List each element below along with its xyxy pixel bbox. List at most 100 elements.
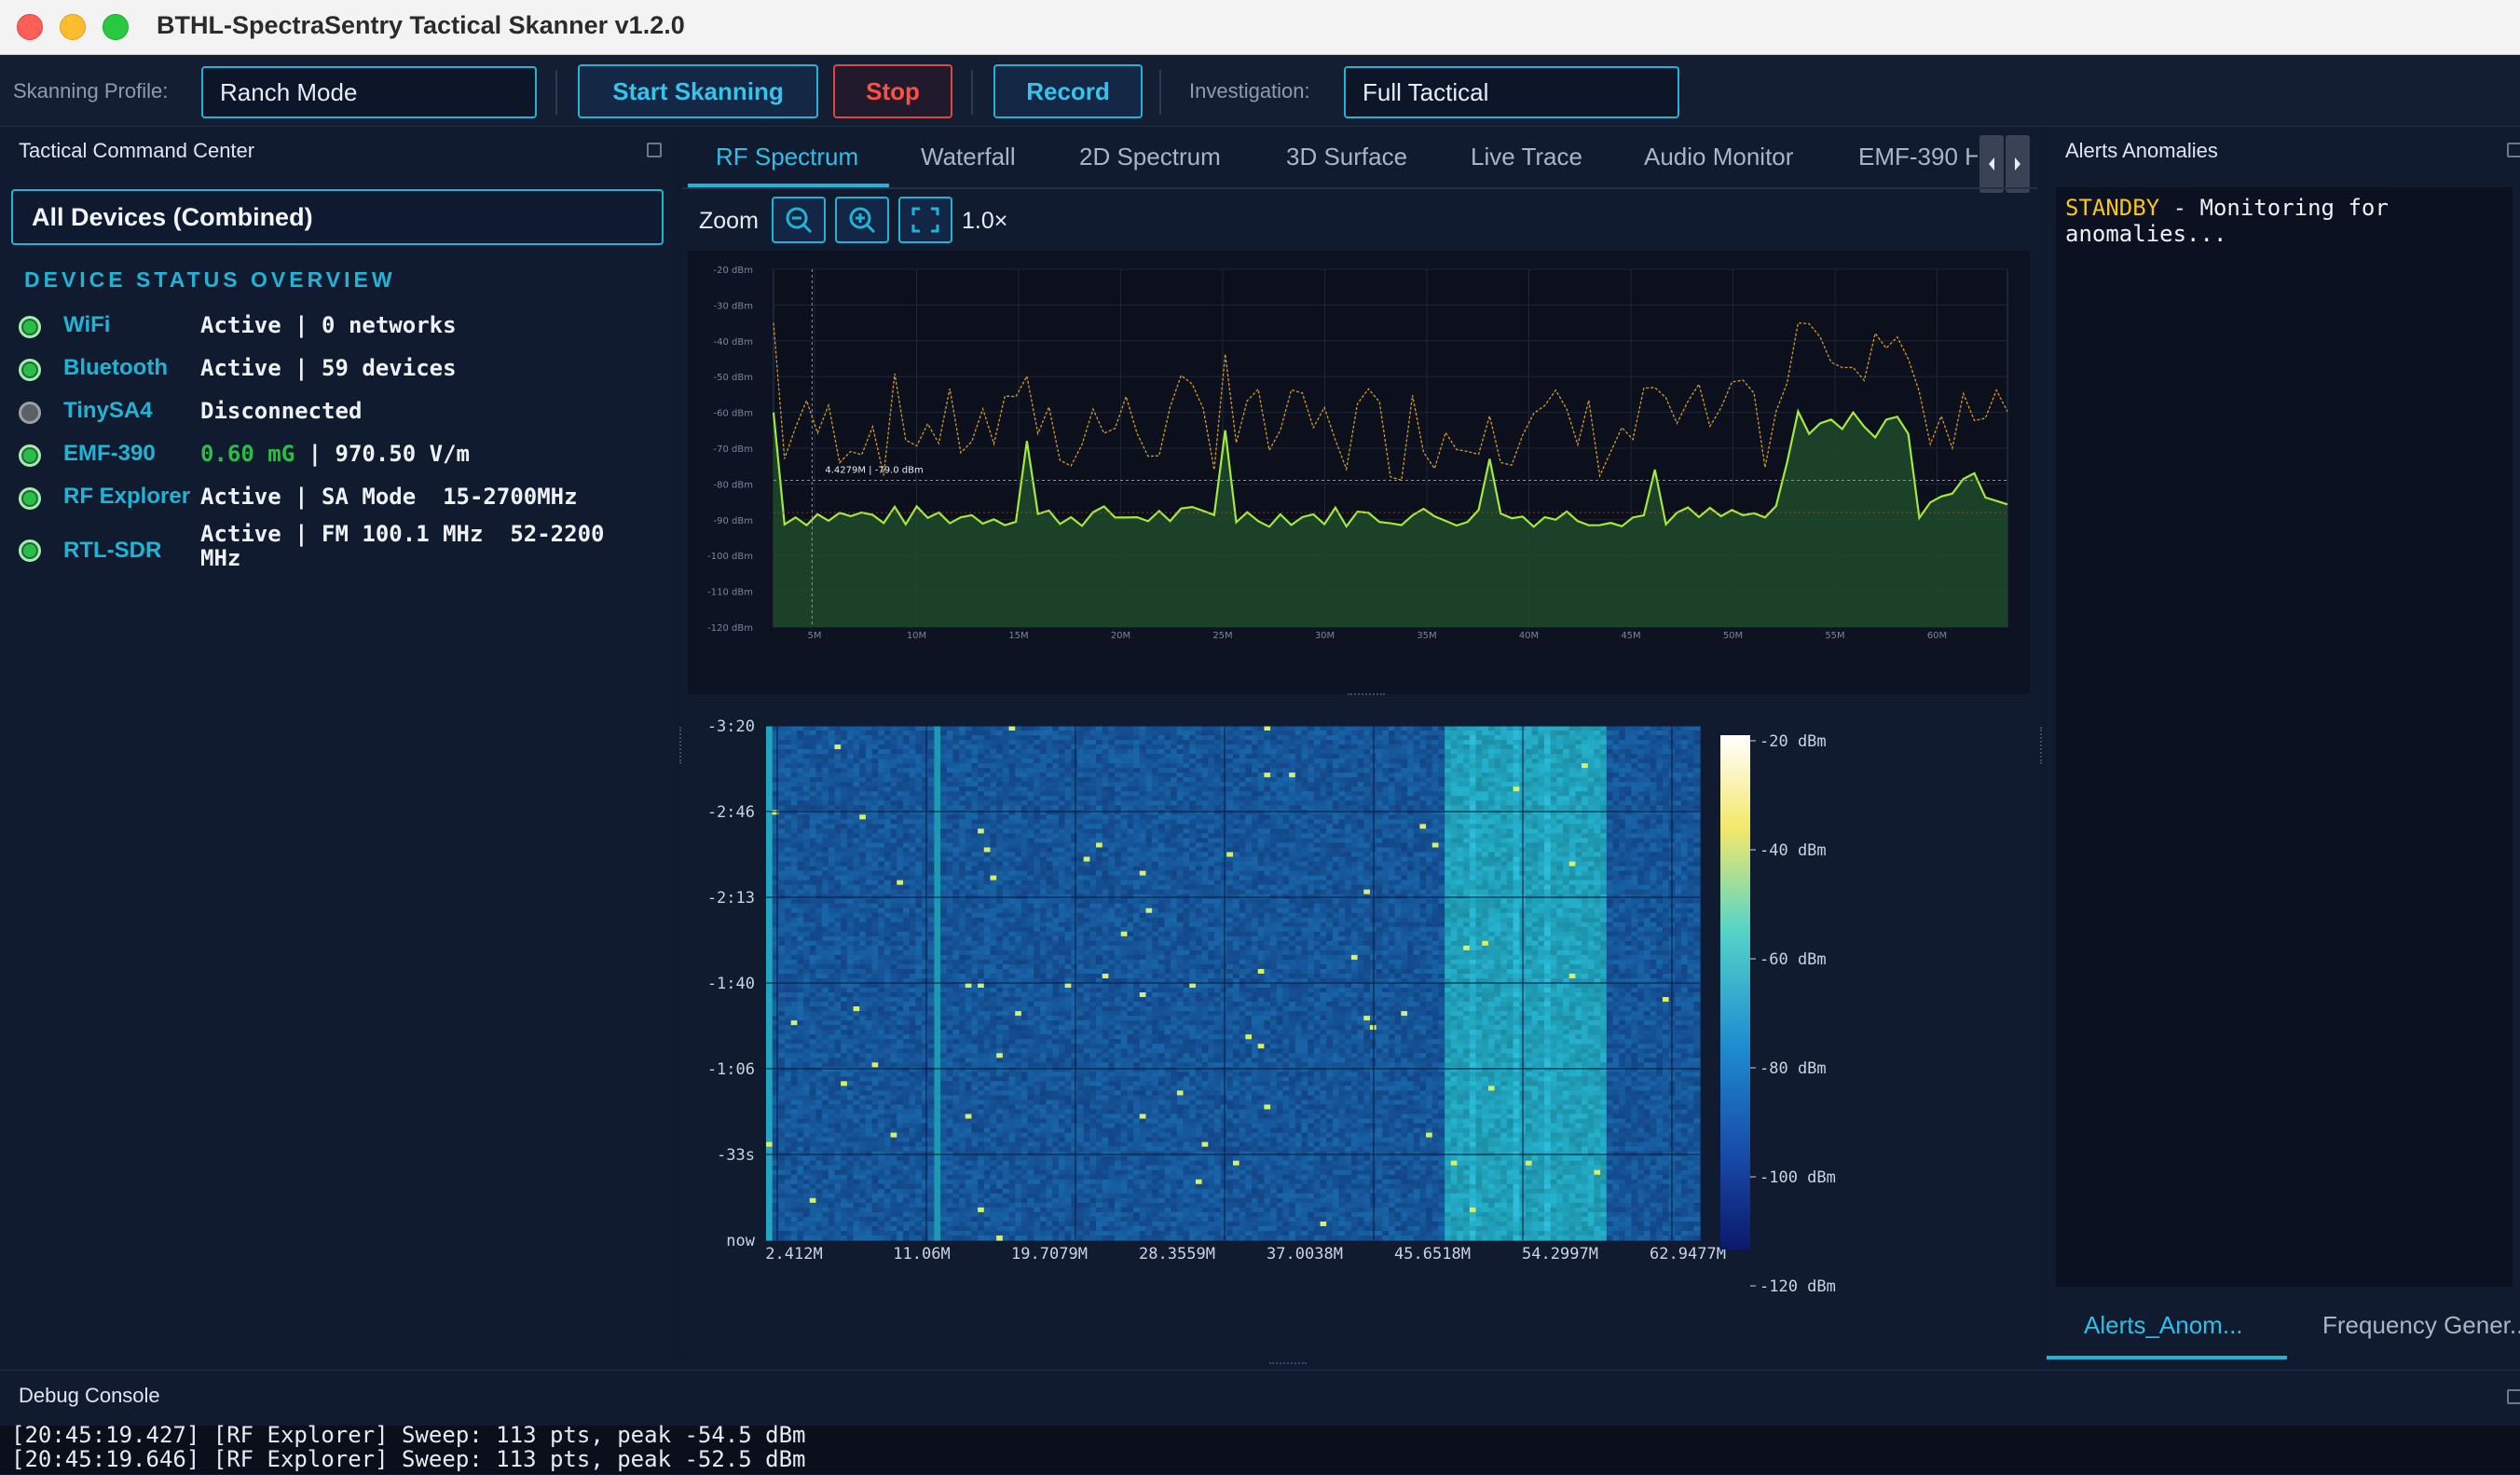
close-window-button[interactable] xyxy=(17,14,43,40)
spectrum-canvas: -20 dBm-30 dBm-40 dBm-50 dBm-60 dBm-70 d… xyxy=(688,251,2030,694)
colorbar-label: -120 dBm xyxy=(1760,1277,1836,1296)
colorbar-label: -20 dBm xyxy=(1760,732,1827,751)
x-tick-label: 45M xyxy=(1621,631,1640,641)
device-name: WiFi xyxy=(63,312,110,338)
log-line: [20:45:19.646] [RF Explorer] Sweep: 113 … xyxy=(11,1446,806,1472)
log-line: [20:45:19.427] [RF Explorer] Sweep: 113 … xyxy=(11,1422,806,1448)
overview-title: DEVICE STATUS OVERVIEW xyxy=(24,267,396,293)
x-tick-label: 25M xyxy=(1212,631,1232,641)
panel-title: Alerts Anomalies xyxy=(2065,139,2218,163)
window-title: BTHL-SpectraSentry Tactical Skanner v1.2… xyxy=(157,11,685,40)
emf-value: 0.60 mG xyxy=(200,441,294,467)
device-status: Disconnected xyxy=(200,398,362,424)
freq-tick-label: 37.0038M xyxy=(1267,1245,1343,1263)
splitter-handle[interactable] xyxy=(2040,727,2046,764)
tab-3d-surface[interactable]: 3D Surface xyxy=(1286,143,1407,171)
time-tick-label: -1:06 xyxy=(707,1060,755,1079)
zoom-label: Zoom xyxy=(699,208,759,235)
toolbar-divider xyxy=(971,70,973,115)
device-status-cont: MHz xyxy=(200,545,240,571)
tab-divider xyxy=(682,187,2037,189)
x-tick-label: 40M xyxy=(1519,631,1539,641)
minimize-window-button[interactable] xyxy=(60,14,86,40)
tab-rf-spectrum[interactable]: RF Spectrum xyxy=(716,143,858,171)
status-dot-icon xyxy=(19,402,41,424)
chevron-left-icon xyxy=(1979,135,2004,193)
splitter-handle[interactable] xyxy=(1269,1362,1307,1368)
device-row-rtl-sdr: RTL-SDR Active | FM 100.1 MHz 52-2200 MH… xyxy=(0,521,677,586)
tab-scroll-left-button[interactable] xyxy=(1979,135,2004,193)
y-tick-label: -80 dBm xyxy=(714,480,753,490)
device-status: Active | 0 networks xyxy=(200,312,457,338)
device-name: TinySA4 xyxy=(63,398,153,424)
profile-select[interactable]: Ranch Mode xyxy=(201,66,537,118)
window-titlebar: BTHL-SpectraSentry Tactical Skanner v1.2… xyxy=(0,0,2520,55)
y-tick-label: -70 dBm xyxy=(714,444,753,455)
y-tick-label: -40 dBm xyxy=(714,337,753,348)
device-name: Bluetooth xyxy=(63,355,168,381)
x-tick-label: 55M xyxy=(1825,631,1844,641)
freq-tick-label: 11.06M xyxy=(893,1245,950,1263)
tab-audio-monitor[interactable]: Audio Monitor xyxy=(1644,143,1793,171)
tab-frequency-generator[interactable]: Frequency Gener... xyxy=(2322,1311,2520,1340)
x-tick-label: 15M xyxy=(1008,631,1028,641)
alerts-status: STANDBY - Monitoring for anomalies... xyxy=(2065,195,2503,247)
active-tab-indicator xyxy=(2047,1356,2287,1359)
y-tick-label: -60 dBm xyxy=(714,409,753,419)
dock-float-icon[interactable] xyxy=(647,143,662,157)
fit-screen-button[interactable] xyxy=(898,197,952,243)
x-tick-label: 10M xyxy=(907,631,926,641)
dock-float-icon[interactable] xyxy=(2507,143,2520,157)
panel-title: Debug Console xyxy=(19,1384,160,1408)
device-row-rf-explorer: RF Explorer Active | SA Mode 15-2700MHz xyxy=(0,478,677,519)
freq-tick-label: 28.3559M xyxy=(1139,1245,1215,1263)
tactical-command-panel: Tactical Command Center All Devices (Com… xyxy=(0,128,677,1370)
maximize-window-button[interactable] xyxy=(103,14,129,40)
tab-alerts-anomalies[interactable]: Alerts_Anom... xyxy=(2084,1311,2243,1340)
freq-tick-label: 19.7079M xyxy=(1011,1245,1088,1263)
zoom-in-button[interactable] xyxy=(835,197,889,243)
start-skanning-button[interactable]: Start Skanning xyxy=(578,64,818,118)
tab-2d-spectrum[interactable]: 2D Spectrum xyxy=(1079,143,1221,171)
tab-emf390[interactable]: EMF-390 H xyxy=(1858,143,1978,171)
device-selector[interactable]: All Devices (Combined) xyxy=(11,189,664,245)
visualization-panel: RF Spectrum Waterfall 2D Spectrum 3D Sur… xyxy=(682,128,2037,1358)
x-tick-label: 30M xyxy=(1315,631,1335,641)
alerts-panel: Alerts Anomalies STANDBY - Monitoring fo… xyxy=(2047,128,2520,1358)
status-dot-icon xyxy=(19,487,41,510)
zoom-out-button[interactable] xyxy=(772,197,826,243)
emf-rest: | 970.50 V/m xyxy=(294,441,470,467)
device-status: 0.60 mG | 970.50 V/m xyxy=(200,441,470,467)
y-tick-label: -100 dBm xyxy=(707,552,753,562)
rf-spectrum-plot[interactable]: -20 dBm-30 dBm-40 dBm-50 dBm-60 dBm-70 d… xyxy=(688,251,2030,694)
x-tick-label: 5M xyxy=(808,631,822,641)
record-button[interactable]: Record xyxy=(993,64,1143,118)
panel-title: Tactical Command Center xyxy=(19,139,254,163)
investigation-select[interactable]: Full Tactical xyxy=(1344,66,1679,118)
alerts-log xyxy=(2056,187,2513,1287)
time-tick-label: -1:40 xyxy=(707,975,755,993)
tab-live-trace[interactable]: Live Trace xyxy=(1471,143,1582,171)
status-dot-icon xyxy=(19,539,41,562)
device-status: Active | FM 100.1 MHz 52-2200 xyxy=(200,521,604,547)
cursor-readout: 4.4279M | -79.0 dBm xyxy=(825,466,923,476)
y-tick-label: -30 dBm xyxy=(714,301,753,311)
status-dot-icon xyxy=(19,316,41,338)
stop-button[interactable]: Stop xyxy=(833,64,952,118)
y-tick-label: -120 dBm xyxy=(707,623,753,634)
fit-screen-icon xyxy=(900,198,951,241)
device-name: EMF-390 xyxy=(63,441,156,467)
y-tick-label: -110 dBm xyxy=(707,588,753,598)
tab-waterfall[interactable]: Waterfall xyxy=(921,143,1016,171)
device-row-wifi: WiFi Active | 0 networks xyxy=(0,307,677,348)
toolbar-divider xyxy=(555,70,557,115)
tab-scroll-right-button[interactable] xyxy=(2006,135,2030,193)
chevron-right-icon xyxy=(2006,135,2030,193)
zoom-out-icon xyxy=(774,198,824,241)
device-status: Active | SA Mode 15-2700MHz xyxy=(200,484,578,510)
device-status: Active | 59 devices xyxy=(200,355,457,381)
x-tick-label: 20M xyxy=(1111,631,1130,641)
dock-float-icon[interactable] xyxy=(2507,1389,2520,1404)
